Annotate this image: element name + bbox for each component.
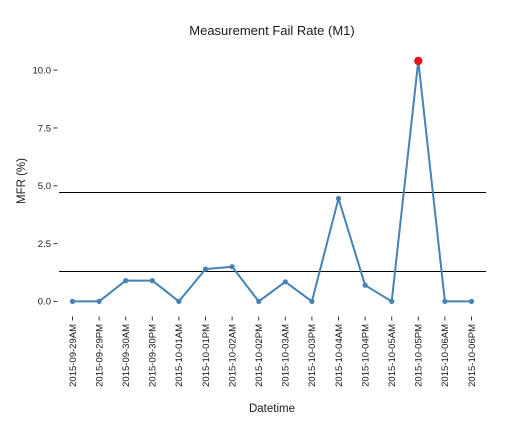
data-point bbox=[468, 298, 475, 304]
data-point bbox=[202, 266, 209, 272]
reference-lines bbox=[59, 191, 486, 273]
y-tick-label: 2.5 bbox=[38, 239, 51, 250]
chart-title: Measurement Fail Rate (M1) bbox=[189, 23, 354, 38]
series-line bbox=[72, 59, 472, 303]
y-tick-label: 0.0 bbox=[38, 297, 51, 308]
data-point bbox=[123, 278, 129, 284]
y-tick-label: 5.0 bbox=[38, 181, 51, 192]
x-tick-label: 2015-09-30PM bbox=[148, 324, 159, 387]
x-tick-label: 2015-09-30AM bbox=[121, 324, 132, 387]
data-point bbox=[176, 298, 182, 304]
x-tick-label: 2015-10-04PM bbox=[360, 324, 371, 387]
x-tick-label: 2015-09-29PM bbox=[94, 324, 105, 387]
y-axis-label: MFR (%) bbox=[16, 158, 28, 204]
data-point bbox=[389, 298, 395, 304]
data-point bbox=[149, 278, 155, 284]
y-tick-label: 7.5 bbox=[38, 123, 51, 134]
data-point bbox=[229, 264, 235, 270]
x-tick-label: 2015-10-06PM bbox=[467, 324, 478, 387]
x-tick-label: 2015-10-03PM bbox=[307, 324, 318, 387]
x-tick-label: 2015-10-05AM bbox=[387, 324, 398, 387]
x-tick-label: 2015-10-06AM bbox=[440, 324, 451, 387]
highlight-point bbox=[414, 56, 423, 66]
data-point bbox=[69, 298, 76, 304]
y-axis: 0.0 2.5 5.0 7.5 10.0 bbox=[33, 65, 58, 308]
x-axis: 2015-09-29AM 2015-09-29PM 2015-09-30AM 2015… bbox=[68, 316, 478, 387]
data-point bbox=[362, 282, 368, 288]
x-tick-label: 2015-10-01PM bbox=[201, 324, 212, 387]
x-tick-label: 2015-10-01AM bbox=[174, 324, 185, 387]
x-tick-label: 2015-10-02PM bbox=[254, 324, 265, 387]
x-tick-label: 2015-09-29AM bbox=[68, 324, 79, 387]
data-point bbox=[282, 279, 288, 285]
x-tick-label: 2015-10-02AM bbox=[227, 324, 238, 387]
y-tick-label: 10.0 bbox=[33, 65, 52, 76]
x-tick-label: 2015-10-03AM bbox=[281, 324, 292, 387]
data-point bbox=[335, 195, 342, 202]
series-layer bbox=[69, 56, 475, 304]
x-axis-label: Datetime bbox=[249, 403, 295, 415]
data-point bbox=[309, 298, 315, 304]
data-point bbox=[256, 298, 262, 304]
data-point bbox=[442, 298, 448, 304]
data-point bbox=[96, 298, 102, 304]
x-tick-label: 2015-10-04AM bbox=[334, 324, 345, 387]
x-tick-label: 2015-10-05PM bbox=[414, 324, 425, 387]
